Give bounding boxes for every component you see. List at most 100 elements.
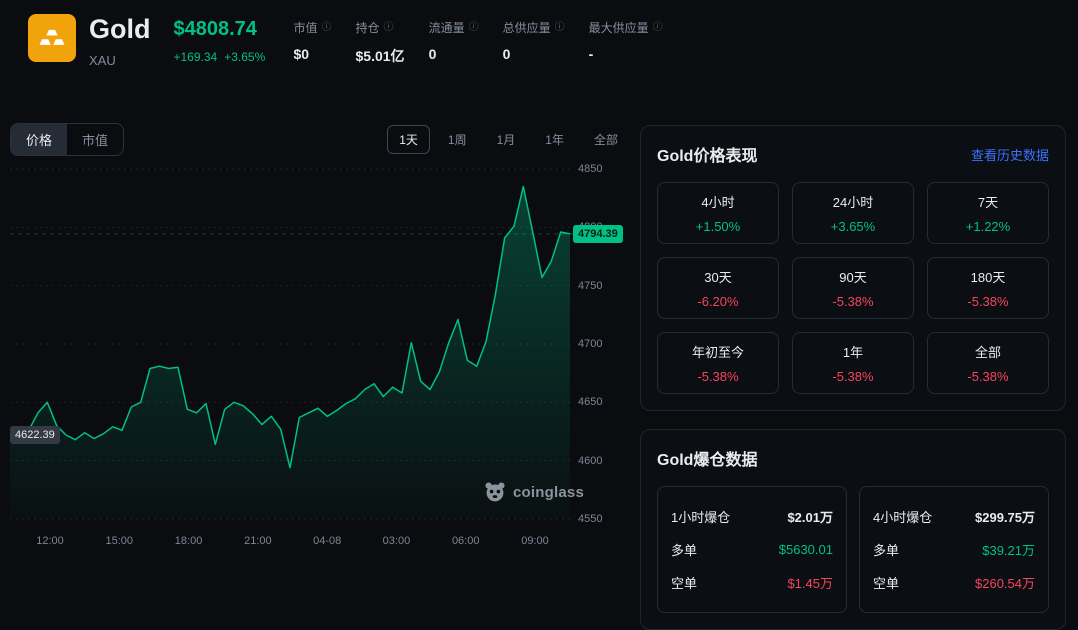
liq-long-label: 多单 — [873, 543, 900, 558]
header-stats: 市值 ⓘ $0 持仓 ⓘ $5.01亿 流通量 ⓘ 0 总供应量 ⓘ 0 最大供应量 ⓘ … — [294, 19, 663, 66]
performance-value: +1.50% — [695, 219, 741, 234]
performance-grid: 4小时 +1.50% 24小时 +3.65% 7天 +1.22% 30天 -6.20% 90天 -… — [657, 182, 1049, 394]
performance-cell: 180天 -5.38% — [927, 257, 1049, 319]
x-axis-label: 09:00 — [521, 535, 549, 547]
stat-label: 持仓 — [355, 21, 380, 35]
stat-label: 市值 — [293, 21, 318, 35]
y-axis-label: 4650 — [578, 396, 603, 409]
x-axis-label: 21:00 — [244, 535, 272, 547]
stat-max-supply: 最大供应量 ⓘ - — [589, 19, 663, 66]
y-axis-label: 4600 — [578, 454, 603, 467]
range-1y-button[interactable]: 1年 — [533, 125, 576, 154]
range-1m-button[interactable]: 1月 — [485, 125, 528, 154]
current-price: $4808.74 — [173, 18, 257, 40]
stat-label: 总供应量 — [502, 21, 551, 35]
performance-period-label: 全部 — [974, 345, 1001, 360]
performance-cell: 1年 -5.38% — [792, 332, 914, 394]
watermark-text: coinglass — [513, 483, 584, 501]
performance-cell: 全部 -5.38% — [927, 332, 1049, 394]
performance-cell: 4小时 +1.50% — [657, 182, 779, 244]
info-icon: ⓘ — [383, 21, 394, 33]
stat-value: $5.01亿 — [355, 48, 405, 64]
chart-toolbar: 价格 市值 1天 1周 1月 1年 全部 — [10, 122, 630, 156]
x-axis-label: 18:00 — [174, 535, 203, 547]
right-panel: Gold价格表现 查看历史数据 4小时 +1.50% 24小时 +3.65% 7天 +1.… — [640, 125, 1066, 630]
y-axis-label: 4750 — [578, 279, 603, 292]
stat-market-cap: 市值 ⓘ $0 — [294, 19, 332, 66]
liquidation-grid: 1小时爆仓 $2.01万 多单 $5630.01 空单 $1.45万 4小时爆仓… — [657, 486, 1049, 613]
range-all-button[interactable]: 全部 — [582, 125, 630, 154]
liquidation-box-4h: 4小时爆仓 $299.75万 多单 $39.21万 空单 $260.54万 — [859, 486, 1049, 613]
performance-period-label: 年初至今 — [691, 345, 744, 360]
stat-circulating-supply: 流通量 ⓘ 0 — [429, 19, 479, 66]
stat-label: 流通量 — [428, 21, 465, 35]
performance-value: +1.22% — [965, 219, 1011, 234]
liq-box-title: 4小时爆仓 — [873, 510, 933, 525]
liq-short-label: 空单 — [873, 576, 900, 591]
page-title: Gold — [89, 14, 151, 44]
range-selector: 1天 1周 1月 1年 全部 — [387, 124, 630, 154]
stat-value: - — [588, 46, 594, 62]
performance-cell: 90天 -5.38% — [792, 257, 914, 319]
gold-coin-icon — [28, 14, 76, 62]
metric-tabs: 价格 市值 — [10, 122, 125, 156]
performance-value: -5.38% — [967, 294, 1009, 309]
performance-period-label: 24小时 — [832, 195, 874, 210]
price-chart-canvas[interactable] — [10, 161, 630, 526]
coin-symbol: XAU — [89, 53, 116, 68]
last-price-badge: 4794.39 — [573, 224, 623, 243]
chart-section: 价格 市值 1天 1周 1月 1年 全部 4850480047504700465… — [10, 122, 630, 561]
coinglass-watermark: coinglass — [484, 481, 584, 503]
history-data-link[interactable]: 查看历史数据 — [970, 147, 1049, 163]
performance-title: Gold价格表现 — [657, 148, 758, 165]
info-icon: ⓘ — [468, 21, 479, 33]
performance-cell: 年初至今 -5.38% — [657, 332, 779, 394]
liq-box-total: $2.01万 — [787, 510, 833, 525]
tab-market-cap[interactable]: 市值 — [67, 124, 123, 155]
range-1w-button[interactable]: 1周 — [436, 125, 479, 154]
y-axis-label: 4700 — [578, 338, 603, 350]
x-axis-label: 15:00 — [105, 535, 134, 547]
price-change-abs: +169.34 — [173, 50, 218, 64]
performance-card: Gold价格表现 查看历史数据 4小时 +1.50% 24小时 +3.65% 7天 +1.… — [640, 125, 1066, 411]
liq-long-value: $39.21万 — [982, 543, 1035, 558]
liquidation-box-1h: 1小时爆仓 $2.01万 多单 $5630.01 空单 $1.45万 — [657, 486, 847, 613]
x-axis-label: 04-08 — [313, 535, 342, 547]
liq-short-label: 空单 — [671, 576, 698, 591]
liq-long-value: $5630.01 — [778, 542, 833, 557]
performance-cell: 24小时 +3.65% — [792, 182, 914, 244]
performance-value: -6.20% — [697, 294, 739, 309]
performance-value: -5.38% — [697, 369, 739, 384]
performance-value: -5.38% — [967, 369, 1009, 384]
performance-period-label: 90天 — [839, 270, 867, 285]
info-icon: ⓘ — [652, 21, 663, 33]
liquidation-card: Gold爆仓数据 1小时爆仓 $2.01万 多单 $5630.01 空单 $1.… — [640, 429, 1066, 630]
stat-value: $0 — [293, 46, 310, 62]
liq-short-value: $260.54万 — [975, 576, 1035, 591]
liq-box-total: $299.75万 — [975, 510, 1035, 525]
stat-open-interest: 持仓 ⓘ $5.01亿 — [356, 19, 405, 66]
liq-long-label: 多单 — [671, 543, 698, 558]
performance-value: -5.38% — [832, 369, 874, 384]
performance-cell: 7天 +1.22% — [927, 182, 1049, 244]
liq-short-value: $1.45万 — [787, 576, 833, 591]
performance-value: +3.65% — [830, 219, 876, 234]
performance-period-label: 4小时 — [701, 195, 735, 210]
price-chart[interactable]: 4850480047504700465046004550 12:0015:001… — [10, 161, 630, 561]
stat-value: 0 — [428, 46, 437, 62]
range-1d-button[interactable]: 1天 — [387, 124, 430, 154]
performance-value: -5.38% — [832, 294, 874, 309]
price-change: +169.34 +3.65% — [174, 50, 266, 64]
price-change-pct: +3.65% — [224, 50, 266, 64]
stat-total-supply: 总供应量 ⓘ 0 — [503, 19, 565, 66]
liq-box-title: 1小时爆仓 — [671, 510, 731, 525]
y-axis-label: 4550 — [578, 513, 603, 525]
performance-period-label: 7天 — [977, 195, 999, 210]
tab-price[interactable]: 价格 — [11, 123, 68, 155]
performance-period-label: 1年 — [842, 345, 864, 360]
coinglass-logo-icon — [485, 482, 505, 502]
y-axis-label: 4850 — [578, 163, 603, 175]
stat-value: 0 — [502, 46, 511, 62]
performance-period-label: 180天 — [970, 270, 1006, 285]
stat-label: 最大供应量 — [588, 21, 649, 35]
